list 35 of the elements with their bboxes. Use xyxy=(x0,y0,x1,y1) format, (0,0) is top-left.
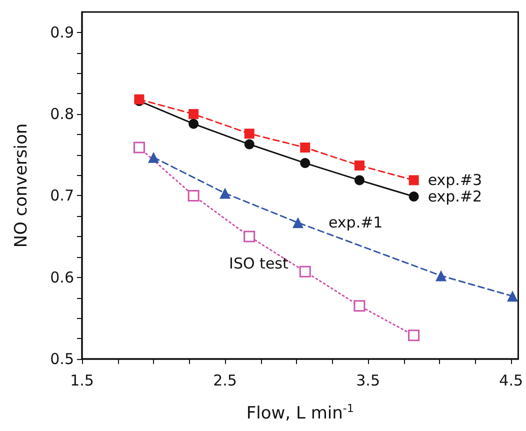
point xyxy=(299,266,311,278)
point xyxy=(435,270,446,282)
y-tick-label: 0.8 xyxy=(50,105,74,124)
point xyxy=(188,190,200,202)
point xyxy=(244,128,254,139)
point xyxy=(507,290,518,302)
point xyxy=(188,109,199,120)
point xyxy=(354,160,364,170)
series-label: exp.#2 xyxy=(428,188,482,206)
point xyxy=(292,217,304,228)
point xyxy=(220,188,231,199)
point xyxy=(148,152,160,163)
point xyxy=(244,139,254,150)
point xyxy=(354,300,366,312)
series-label: exp.#3 xyxy=(428,171,482,190)
point xyxy=(354,175,364,186)
point xyxy=(133,142,145,154)
series-label: exp.#1 xyxy=(328,214,383,232)
point xyxy=(300,158,310,168)
x-tick-label: 1.5 xyxy=(70,372,94,390)
point xyxy=(408,330,420,342)
y-tick-label: 0.9 xyxy=(50,23,74,42)
x-tick-label: 3.5 xyxy=(356,372,380,390)
y-tick-label: 0.6 xyxy=(50,268,74,286)
y-axis-title: NO conversion xyxy=(12,123,32,248)
point xyxy=(244,230,256,242)
series-label: ISO test xyxy=(229,254,288,273)
point xyxy=(408,175,419,186)
y-tick-label: 0.7 xyxy=(50,186,74,205)
x-tick-label: 2.5 xyxy=(213,372,237,390)
point xyxy=(188,118,199,129)
point xyxy=(408,192,419,202)
x-tick-label: 4.5 xyxy=(499,372,523,390)
y-tick-label: 0.5 xyxy=(50,350,74,368)
point xyxy=(300,142,310,153)
